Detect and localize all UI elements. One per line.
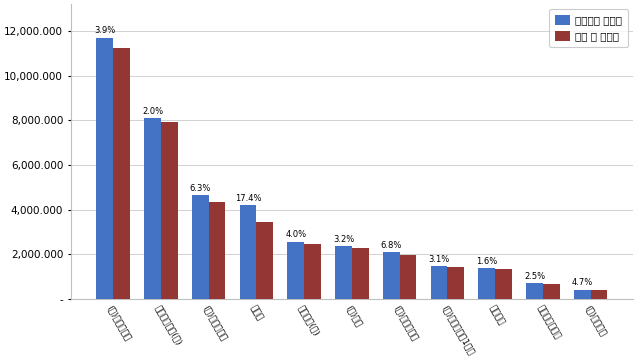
Text: 2.5%: 2.5% [524, 272, 545, 281]
Bar [287, 242, 304, 299]
Bar [335, 246, 352, 299]
Text: 3.9%: 3.9% [94, 26, 115, 35]
Bar [96, 38, 113, 299]
Bar [495, 269, 512, 299]
Bar [478, 268, 495, 299]
Text: 4.7%: 4.7% [571, 278, 593, 287]
Bar [574, 290, 590, 299]
Bar [256, 222, 273, 299]
Bar [431, 266, 447, 299]
Text: 4.0%: 4.0% [285, 230, 306, 239]
Bar [240, 205, 256, 299]
Bar [526, 283, 543, 299]
Bar [352, 248, 369, 299]
Text: 17.4%: 17.4% [234, 194, 261, 203]
Legend: 온실가스 배출량, 감축 후 배출량: 온실가스 배출량, 감축 후 배출량 [549, 9, 627, 47]
Bar [543, 283, 559, 299]
Bar [447, 267, 464, 299]
Bar [304, 244, 321, 299]
Text: 3.1%: 3.1% [428, 255, 450, 264]
Bar [383, 252, 399, 299]
Bar [192, 195, 208, 299]
Text: 6.3%: 6.3% [190, 184, 211, 193]
Bar [161, 122, 178, 299]
Text: 6.8%: 6.8% [380, 241, 402, 250]
Bar [144, 118, 161, 299]
Text: 2.0%: 2.0% [142, 107, 163, 116]
Bar [113, 48, 130, 299]
Text: 1.6%: 1.6% [476, 257, 497, 266]
Bar [590, 290, 607, 299]
Bar [399, 256, 417, 299]
Bar [208, 202, 225, 299]
Text: 3.2%: 3.2% [333, 235, 354, 244]
